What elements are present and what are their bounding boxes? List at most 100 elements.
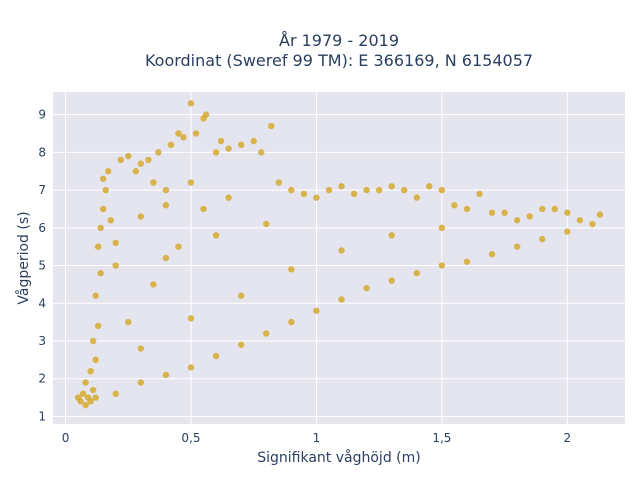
y-tick-label: 3: [38, 334, 46, 348]
data-point: [137, 345, 145, 352]
data-point: [463, 205, 471, 213]
data-point: [87, 398, 94, 405]
data-point: [117, 156, 124, 164]
data-point: [375, 186, 383, 194]
data-point: [388, 277, 395, 284]
data-point: [388, 232, 395, 239]
y-axis-label: Vågperiod (s): [15, 211, 32, 304]
grid-lines: [53, 92, 625, 424]
y-tick-label: 4: [38, 296, 46, 310]
data-point: [338, 296, 345, 303]
data-point: [162, 254, 170, 262]
data-point: [212, 232, 220, 239]
data-point: [155, 149, 162, 156]
data-point: [438, 224, 446, 232]
data-point: [145, 156, 152, 164]
data-point: [451, 201, 458, 209]
data-point: [212, 149, 220, 156]
data-point: [102, 186, 109, 194]
data-point: [97, 269, 104, 277]
data-point: [137, 213, 145, 220]
data-point: [137, 379, 145, 386]
data-point: [363, 284, 370, 292]
data-point: [413, 269, 420, 277]
data-point: [132, 168, 139, 175]
data-point: [576, 217, 584, 224]
data-point: [463, 258, 471, 265]
data-point: [438, 186, 446, 194]
data-point: [338, 183, 345, 190]
data-points: [74, 100, 604, 409]
data-point: [225, 194, 232, 201]
data-point: [388, 183, 395, 190]
data-point: [237, 141, 245, 149]
y-tick-label: 5: [38, 259, 46, 273]
data-point: [250, 137, 257, 145]
data-point: [87, 367, 94, 375]
chart-title-line-2: Koordinat (Sweref 99 TM): E 366169, N 61…: [145, 51, 533, 70]
y-tick-labels: 1 2 3 4 5 6 7 8 9: [38, 108, 46, 424]
y-tick-label: 1: [38, 409, 46, 423]
data-point: [300, 190, 308, 198]
data-point: [137, 160, 145, 167]
data-point: [363, 186, 370, 194]
data-point: [104, 168, 112, 175]
data-point: [526, 213, 533, 220]
data-point: [187, 179, 195, 186]
data-point: [288, 318, 295, 326]
x-tick-labels: 0 0,5 1 1,5 2: [62, 431, 571, 445]
data-point: [162, 371, 170, 379]
data-point: [112, 262, 119, 269]
data-point: [325, 186, 333, 194]
data-point: [92, 356, 99, 364]
y-tick-label: 6: [38, 221, 46, 235]
data-point: [192, 130, 200, 137]
data-point: [82, 379, 89, 386]
data-point: [175, 130, 182, 137]
data-point: [162, 186, 170, 194]
data-point: [258, 149, 265, 156]
x-tick-label: 0,5: [181, 431, 200, 445]
x-tick-label: 2: [563, 431, 571, 445]
x-tick-label: 1: [313, 431, 321, 445]
data-point: [313, 307, 320, 315]
data-point: [288, 266, 295, 273]
data-point: [92, 292, 99, 299]
data-point: [180, 134, 187, 141]
data-point: [162, 201, 170, 209]
data-point: [99, 205, 107, 213]
data-point: [97, 224, 104, 232]
data-point: [476, 190, 483, 198]
data-point: [513, 217, 521, 224]
data-point: [89, 386, 97, 394]
data-point: [150, 179, 157, 186]
data-point: [426, 183, 433, 190]
data-point: [564, 228, 571, 235]
data-point: [187, 315, 195, 322]
x-tick-label: 1,5: [432, 431, 451, 445]
data-point: [212, 352, 220, 360]
data-point: [150, 281, 157, 288]
data-point: [89, 337, 97, 345]
x-tick-label: 0: [62, 431, 70, 445]
data-point: [187, 364, 195, 371]
data-point: [539, 235, 546, 243]
data-point: [82, 401, 89, 409]
y-tick-label: 7: [38, 183, 46, 197]
data-point: [275, 179, 282, 186]
data-point: [513, 243, 521, 250]
data-point: [94, 243, 102, 250]
plot-background: [53, 92, 625, 424]
x-axis-label: Signifikant våghöjd (m): [257, 449, 420, 466]
data-point: [112, 390, 119, 398]
data-point: [79, 390, 87, 398]
data-point: [225, 145, 232, 152]
data-point: [488, 251, 496, 258]
data-point: [539, 205, 546, 213]
data-point: [268, 122, 275, 130]
y-tick-label: 2: [38, 372, 46, 386]
data-point: [288, 186, 295, 194]
data-point: [237, 341, 245, 348]
